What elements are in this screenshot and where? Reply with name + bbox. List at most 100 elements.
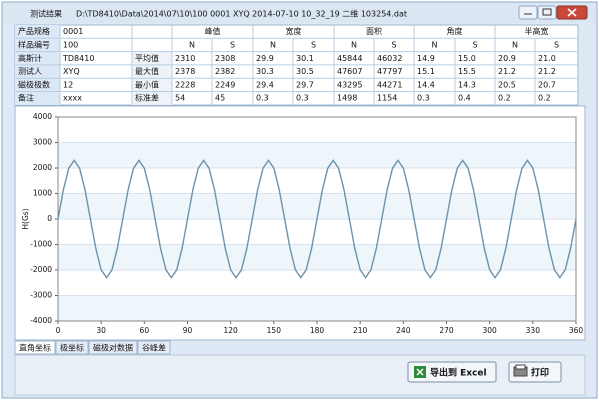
stat-value: 15.1: [417, 67, 435, 76]
info-value: xxxx: [63, 94, 82, 103]
info-label: 高斯计: [18, 53, 42, 63]
stat-name: 最小值: [135, 79, 159, 89]
export-button[interactable]: 导出到 Excel: [407, 361, 497, 383]
y-tick-label: 3000: [33, 138, 52, 147]
title-bar: [3, 3, 596, 23]
info-label: 备注: [18, 93, 34, 103]
x-tick-label: 240: [396, 326, 411, 335]
window-path: D:\TD8410\Data\2014\07\10\100 0001 XYQ 2…: [76, 9, 407, 19]
grid-band: [58, 244, 576, 270]
stat-value: 0.2: [498, 94, 511, 103]
info-label: 样品编号: [18, 40, 50, 50]
stat-value: 45: [215, 94, 225, 103]
group-header: 半高宽: [525, 26, 549, 36]
data-line: [57, 159, 577, 279]
stat-value: 0.3: [296, 94, 309, 103]
x-tick-label: 150: [267, 326, 282, 335]
close-icon: [567, 8, 577, 17]
tab-label[interactable]: 直角坐标: [19, 343, 51, 353]
group-header: 宽度: [286, 26, 302, 36]
minimize-button[interactable]: [518, 5, 538, 20]
printer-paper: [515, 364, 526, 370]
stat-value: 21.2: [538, 67, 556, 76]
tab-label[interactable]: 谷峰差: [142, 343, 166, 353]
info-value: XYQ: [63, 67, 80, 76]
info-label: 测试人: [18, 66, 42, 76]
y-tick-label: 0: [47, 214, 52, 223]
group-header: 峰值: [205, 26, 221, 36]
y-tick-label: -1000: [30, 240, 52, 249]
tab[interactable]: [88, 340, 138, 355]
stat-value: 14.3: [458, 80, 476, 89]
stat-value: 30.5: [296, 67, 314, 76]
tab-label[interactable]: 极坐标: [60, 343, 84, 353]
stat-value: 15.0: [458, 54, 476, 63]
sub-header: S: [472, 41, 477, 50]
stat-name: 最大值: [135, 66, 159, 76]
group-header: 角度: [447, 26, 463, 36]
maximize-button[interactable]: [537, 5, 557, 20]
x-tick-label: 30: [96, 326, 106, 335]
x-tick-label: 330: [526, 326, 541, 335]
stat-value: 2249: [215, 80, 235, 89]
x-tick-label: 180: [310, 326, 325, 335]
tab[interactable]: [55, 340, 89, 355]
print-button-label[interactable]: 打印: [531, 367, 549, 379]
stat-name: 标准差: [135, 93, 159, 103]
stat-value: 0.3: [256, 94, 269, 103]
y-axis-label: H(Gs): [21, 208, 30, 229]
stat-value: 2378: [175, 67, 195, 76]
window-title: 测试结果: [30, 9, 62, 19]
stat-value: 1498: [337, 94, 357, 103]
info-value: 100: [63, 41, 78, 50]
x-tick-label: 120: [224, 326, 239, 335]
stat-value: 30.1: [296, 54, 314, 63]
sub-header: N: [270, 41, 276, 50]
y-tick-label: -2000: [30, 265, 52, 274]
export-button-label[interactable]: 导出到 Excel: [430, 367, 487, 379]
stat-value: 47607: [337, 67, 362, 76]
chart: -4000 -3000 -2000 -1000 0 1000 2000 3000 4000 0 30…: [21, 112, 583, 335]
sub-header: S: [230, 41, 235, 50]
stat-value: 30.3: [256, 67, 274, 76]
print-button[interactable]: 打印: [508, 361, 562, 383]
tab-strip: 直角坐标 极坐标 磁极对数据 谷峰差: [14, 340, 171, 355]
window-controls[interactable]: [518, 5, 588, 20]
stat-value: 0.4: [458, 94, 471, 103]
group-header: 面积: [366, 26, 382, 36]
x-tick-label: 300: [483, 326, 498, 335]
stat-value: 29.7: [296, 80, 314, 89]
stat-value: 0.2: [538, 94, 551, 103]
y-tick-label: 1000: [33, 189, 52, 198]
stat-value: 29.4: [256, 80, 274, 89]
tab-label[interactable]: 磁极对数据: [93, 343, 133, 353]
stat-value: 21.2: [498, 67, 516, 76]
y-tick-label: -4000: [30, 316, 52, 325]
y-tick-label: 2000: [33, 163, 52, 172]
stat-value: 14.4: [417, 80, 435, 89]
stat-value: 0.3: [417, 94, 430, 103]
y-tick-label: -3000: [30, 291, 52, 300]
stat-value: 47797: [377, 67, 402, 76]
table-body: 产品规格 0001 样品编号 100 高斯计 TD8410 测试人 XYQ 磁极极数 12 备注 xx…: [15, 25, 578, 105]
stat-value: 54: [175, 94, 185, 103]
tab[interactable]: [14, 340, 56, 355]
y-tick-label: 4000: [33, 112, 52, 121]
stat-value: 21.0: [538, 54, 556, 63]
stat-value: 29.9: [256, 54, 274, 63]
x-tick-label: 210: [353, 326, 368, 335]
x-tick-label: 360: [569, 326, 584, 335]
stat-value: 1154: [377, 94, 397, 103]
stat-value: 2308: [215, 54, 235, 63]
info-value: TD8410: [62, 54, 94, 63]
stat-value: 20.7: [538, 80, 556, 89]
sub-header: N: [432, 41, 438, 50]
export-button-frame[interactable]: [407, 361, 497, 383]
tab[interactable]: [137, 340, 171, 355]
sub-header: N: [512, 41, 518, 50]
excel-icon-x: [416, 368, 424, 376]
stat-value: 43295: [337, 80, 362, 89]
button-panel: [14, 354, 586, 396]
grid-band: [58, 193, 576, 219]
